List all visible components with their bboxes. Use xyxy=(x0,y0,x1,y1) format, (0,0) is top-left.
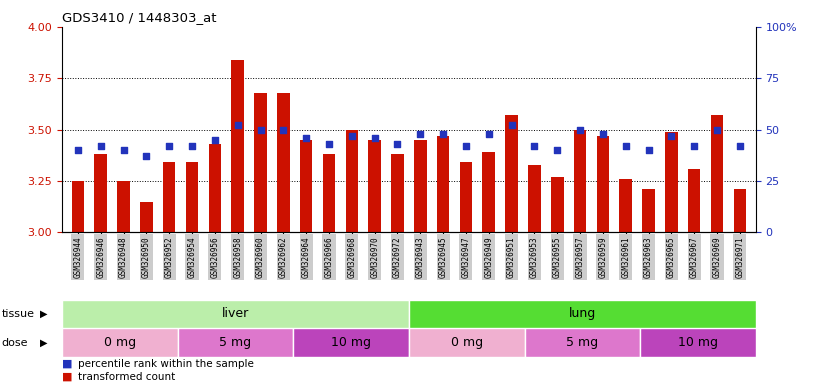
Bar xyxy=(140,202,153,232)
Point xyxy=(710,126,724,132)
Bar xyxy=(437,136,449,232)
Text: lung: lung xyxy=(569,308,596,320)
Bar xyxy=(178,328,293,357)
Bar xyxy=(528,164,541,232)
Point xyxy=(528,143,541,149)
Text: 0 mg: 0 mg xyxy=(451,336,482,349)
Bar xyxy=(117,181,130,232)
Bar xyxy=(688,169,700,232)
Bar xyxy=(665,132,677,232)
Bar xyxy=(459,162,472,232)
Point xyxy=(345,133,358,139)
Bar xyxy=(596,136,609,232)
Bar xyxy=(392,154,404,232)
Point xyxy=(71,147,84,153)
Point xyxy=(254,126,267,132)
Bar xyxy=(186,162,198,232)
Bar xyxy=(293,328,409,357)
Point xyxy=(391,141,404,147)
Point xyxy=(665,133,678,139)
Text: 5 mg: 5 mg xyxy=(567,336,598,349)
Bar xyxy=(643,189,655,232)
Text: liver: liver xyxy=(222,308,249,320)
Bar xyxy=(368,140,381,232)
Point xyxy=(322,141,335,147)
Bar xyxy=(414,140,426,232)
Bar xyxy=(409,328,525,357)
Bar xyxy=(525,328,640,357)
Bar xyxy=(710,115,724,232)
Bar xyxy=(163,162,175,232)
Bar xyxy=(94,154,107,232)
Point xyxy=(620,143,633,149)
Bar xyxy=(62,300,409,328)
Text: 10 mg: 10 mg xyxy=(331,336,371,349)
Bar xyxy=(277,93,290,232)
Point xyxy=(186,143,199,149)
Point xyxy=(300,135,313,141)
Bar xyxy=(574,130,586,232)
Text: transformed count: transformed count xyxy=(78,372,176,382)
Text: GDS3410 / 1448303_at: GDS3410 / 1448303_at xyxy=(62,12,216,25)
Bar xyxy=(409,300,756,328)
Text: ■: ■ xyxy=(62,359,73,369)
Bar xyxy=(551,177,563,232)
Text: ■: ■ xyxy=(62,372,73,382)
Text: ▶: ▶ xyxy=(40,338,47,348)
Point xyxy=(573,126,586,132)
Text: 0 mg: 0 mg xyxy=(104,336,135,349)
Bar xyxy=(640,328,756,357)
Bar xyxy=(62,328,178,357)
Bar xyxy=(231,60,244,232)
Bar xyxy=(72,181,84,232)
Point xyxy=(140,153,153,159)
Point xyxy=(551,147,564,153)
Point xyxy=(231,122,244,129)
Point xyxy=(277,126,290,132)
Bar xyxy=(209,144,221,232)
Text: percentile rank within the sample: percentile rank within the sample xyxy=(78,359,254,369)
Text: dose: dose xyxy=(2,338,28,348)
Bar xyxy=(300,140,312,232)
Bar xyxy=(506,115,518,232)
Point xyxy=(596,131,610,137)
Bar xyxy=(323,154,335,232)
Text: 10 mg: 10 mg xyxy=(678,336,718,349)
Point xyxy=(459,143,472,149)
Point xyxy=(163,143,176,149)
Bar xyxy=(254,93,267,232)
Point xyxy=(642,147,655,153)
Point xyxy=(482,131,496,137)
Point xyxy=(208,137,221,143)
Point xyxy=(505,122,518,129)
Bar xyxy=(733,189,746,232)
Text: 5 mg: 5 mg xyxy=(220,336,251,349)
Point xyxy=(687,143,700,149)
Text: ▶: ▶ xyxy=(40,309,47,319)
Bar xyxy=(345,130,358,232)
Point xyxy=(436,131,449,137)
Text: tissue: tissue xyxy=(2,309,35,319)
Point xyxy=(94,143,107,149)
Point xyxy=(117,147,131,153)
Bar xyxy=(482,152,495,232)
Point xyxy=(414,131,427,137)
Point xyxy=(368,135,382,141)
Point xyxy=(733,143,747,149)
Bar xyxy=(620,179,632,232)
